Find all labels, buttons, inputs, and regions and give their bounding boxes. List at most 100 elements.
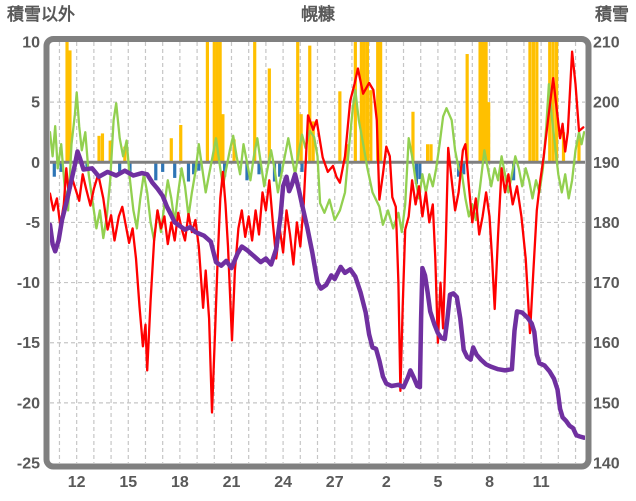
orange-bar <box>338 91 342 163</box>
orange-bar <box>359 42 363 163</box>
axis-tick-label: 8 <box>485 474 494 491</box>
purple-snow-depth-line <box>50 149 585 440</box>
axis-tick-label: 12 <box>68 474 86 491</box>
blue-bar <box>173 162 177 178</box>
orange-bar <box>535 42 539 163</box>
orange-bar <box>169 138 173 163</box>
axis-tick-label: -5 <box>26 215 40 232</box>
axis-tick-label: 140 <box>593 456 620 473</box>
blue-bar <box>223 162 227 177</box>
axis-tick-label: 190 <box>593 155 620 172</box>
axis-tick-label: 210 <box>593 35 620 52</box>
axis-tick-label: -15 <box>17 335 40 352</box>
orange-bar <box>345 144 349 163</box>
orange-bar <box>531 42 535 163</box>
axis-tick-label: -10 <box>17 275 40 292</box>
orange-bar <box>551 42 555 163</box>
blue-bar <box>161 162 165 172</box>
orange-bar <box>308 45 312 163</box>
green-line <box>50 82 585 242</box>
orange-bar <box>369 90 373 163</box>
orange-bar <box>100 133 105 163</box>
blue-bar <box>192 162 196 175</box>
orange-bar <box>487 102 491 163</box>
orange-bar <box>179 124 183 163</box>
axis-tick-label: 15 <box>119 474 137 491</box>
blue-bar <box>462 162 466 175</box>
right-axis-title: 積雪 <box>595 5 629 24</box>
orange-bar <box>296 42 300 163</box>
blue-bar <box>414 162 419 184</box>
axis-tick-label: 170 <box>593 275 620 292</box>
blue-bar <box>300 162 304 172</box>
orange-bars <box>65 42 581 163</box>
orange-bar <box>267 68 271 163</box>
blue-bar <box>278 162 282 177</box>
axis-tick-label: 27 <box>326 474 344 491</box>
plot-border <box>43 36 592 470</box>
axis-tick-label: 0 <box>31 155 40 172</box>
axis-tick-label: -25 <box>17 456 40 473</box>
chart-title: 幌糠 <box>301 5 335 24</box>
orange-bar <box>215 42 219 163</box>
axis-tick-label: 180 <box>593 215 620 232</box>
axis-tick-label: 200 <box>593 95 620 112</box>
axis-tick-label: 10 <box>22 35 40 52</box>
blue-bar <box>418 162 422 180</box>
blue-bar <box>118 162 122 175</box>
orange-bar <box>123 146 127 163</box>
blue-bar <box>52 162 56 177</box>
orange-bar <box>528 42 532 163</box>
left-axis-title: 積雪以外 <box>7 5 75 24</box>
x-axis-labels: 12 15 18 21 24 27 2 5 8 11 <box>68 474 550 491</box>
orange-bar <box>561 132 566 163</box>
orange-bar <box>577 138 581 163</box>
axis-tick-label: 150 <box>593 395 620 412</box>
axis-tick-label: -20 <box>17 395 40 412</box>
axis-tick-label: 160 <box>593 335 620 352</box>
orange-bar <box>108 140 112 163</box>
orange-bar <box>425 144 430 163</box>
orange-bar <box>65 42 69 163</box>
right-axis-labels: 210 200 190 180 170 160 150 140 <box>593 35 620 473</box>
axis-tick-label: 11 <box>533 474 550 491</box>
axis-tick-label: 21 <box>223 474 241 491</box>
axis-tick-label: 5 <box>433 474 442 491</box>
orange-bar <box>484 42 488 163</box>
orange-bar <box>97 135 101 163</box>
blue-bar <box>257 162 261 175</box>
orange-bar <box>478 42 482 163</box>
orange-bar <box>68 50 72 163</box>
orange-bar <box>218 42 222 163</box>
orange-bar <box>221 114 225 163</box>
blue-bar <box>186 162 191 182</box>
orange-bar <box>481 42 485 163</box>
series-layer <box>50 42 585 440</box>
axis-tick-label: 18 <box>171 474 189 491</box>
axis-tick-label: 5 <box>31 95 40 112</box>
orange-bar <box>376 42 380 163</box>
blue-bar <box>154 162 158 181</box>
grid-layer <box>50 42 585 463</box>
orange-bar <box>411 111 415 163</box>
orange-bar <box>253 42 257 163</box>
blue-bar <box>59 162 63 172</box>
left-axis-labels: 10 5 0 -5 -10 -15 -20 -25 <box>17 35 40 473</box>
orange-bar <box>232 139 236 163</box>
orange-bar <box>212 42 216 163</box>
axis-tick-label: 2 <box>382 474 391 491</box>
blue-bar <box>245 162 249 181</box>
orange-bar <box>379 42 383 163</box>
orange-bar <box>353 42 357 163</box>
orange-bar <box>365 42 369 163</box>
orange-bar <box>362 42 366 163</box>
orange-bar <box>429 144 433 163</box>
orange-bar <box>205 42 210 163</box>
axis-tick-label: 24 <box>274 474 292 491</box>
orange-bar <box>465 54 469 163</box>
orange-bar <box>311 121 315 163</box>
blue-bar <box>197 162 201 171</box>
red-line <box>50 50 585 414</box>
